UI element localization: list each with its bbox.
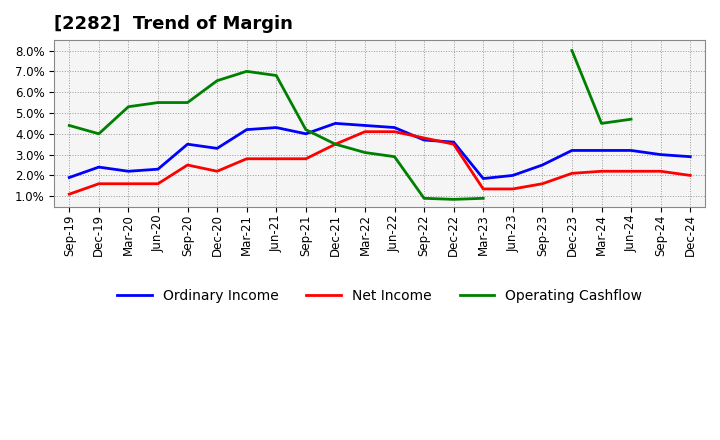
Ordinary Income [361, 123, 369, 128]
Ordinary Income [626, 148, 635, 153]
Ordinary Income [65, 175, 73, 180]
Operating Cashflow [243, 69, 251, 74]
Operating Cashflow [153, 100, 162, 105]
Operating Cashflow [272, 73, 281, 78]
Operating Cashflow [94, 131, 103, 136]
Ordinary Income [479, 176, 487, 181]
Ordinary Income [567, 148, 576, 153]
Net Income [657, 169, 665, 174]
Net Income [213, 169, 222, 174]
Net Income [449, 142, 458, 147]
Net Income [361, 129, 369, 134]
Ordinary Income [153, 166, 162, 172]
Net Income [420, 136, 428, 141]
Operating Cashflow [361, 150, 369, 155]
Operating Cashflow [331, 142, 340, 147]
Net Income [302, 156, 310, 161]
Ordinary Income [420, 137, 428, 143]
Ordinary Income [538, 162, 546, 168]
Net Income [331, 142, 340, 147]
Ordinary Income [124, 169, 132, 174]
Operating Cashflow [479, 196, 487, 201]
Operating Cashflow [65, 123, 73, 128]
Net Income [479, 186, 487, 191]
Ordinary Income [94, 165, 103, 170]
Operating Cashflow [390, 154, 399, 159]
Line: Ordinary Income: Ordinary Income [69, 123, 690, 179]
Ordinary Income [183, 142, 192, 147]
Operating Cashflow [449, 197, 458, 202]
Operating Cashflow [213, 78, 222, 83]
Ordinary Income [302, 131, 310, 136]
Net Income [243, 156, 251, 161]
Ordinary Income [272, 125, 281, 130]
Net Income [124, 181, 132, 187]
Net Income [272, 156, 281, 161]
Net Income [390, 129, 399, 134]
Net Income [153, 181, 162, 187]
Net Income [597, 169, 606, 174]
Line: Operating Cashflow: Operating Cashflow [69, 71, 483, 199]
Net Income [538, 181, 546, 187]
Ordinary Income [390, 125, 399, 130]
Net Income [686, 173, 695, 178]
Ordinary Income [331, 121, 340, 126]
Net Income [65, 191, 73, 197]
Ordinary Income [213, 146, 222, 151]
Operating Cashflow [302, 127, 310, 132]
Ordinary Income [449, 139, 458, 145]
Operating Cashflow [183, 100, 192, 105]
Legend: Ordinary Income, Net Income, Operating Cashflow: Ordinary Income, Net Income, Operating C… [112, 283, 648, 308]
Ordinary Income [686, 154, 695, 159]
Operating Cashflow [124, 104, 132, 110]
Text: [2282]  Trend of Margin: [2282] Trend of Margin [55, 15, 293, 33]
Net Income [508, 186, 517, 191]
Net Income [567, 171, 576, 176]
Net Income [626, 169, 635, 174]
Ordinary Income [508, 173, 517, 178]
Net Income [183, 162, 192, 168]
Ordinary Income [243, 127, 251, 132]
Line: Net Income: Net Income [69, 132, 690, 194]
Net Income [94, 181, 103, 187]
Ordinary Income [657, 152, 665, 157]
Ordinary Income [597, 148, 606, 153]
Operating Cashflow [420, 196, 428, 201]
